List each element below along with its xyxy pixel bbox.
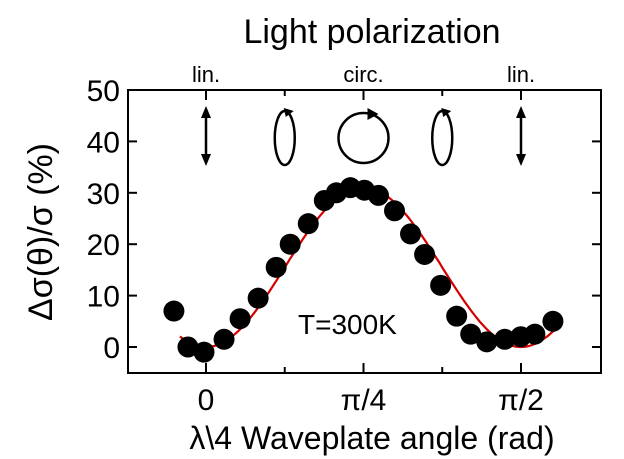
data-point <box>430 274 452 296</box>
circular-polarization-icon <box>337 108 390 165</box>
data-point <box>524 323 546 345</box>
y-tick-label: 20 <box>87 229 120 262</box>
data-point <box>367 184 389 206</box>
x-tick-label: π/4 <box>341 384 387 417</box>
x-axis: 0 π/4 π/2 <box>198 90 544 417</box>
y-axis: 0 10 20 30 40 50 <box>87 75 601 365</box>
data-point <box>476 331 498 353</box>
linear-polarization-arrow-icon <box>516 106 526 166</box>
polarization-label: circ. <box>343 62 383 87</box>
x-tick-label: 0 <box>198 384 215 417</box>
y-tick-label: 10 <box>87 281 120 314</box>
data-point <box>542 310 564 332</box>
elliptical-polarization-icon <box>431 108 454 167</box>
linear-polarization-arrow-icon <box>201 106 211 166</box>
data-point <box>247 287 269 309</box>
y-axis-label: Δσ(θ)/σ (%) <box>22 143 60 321</box>
data-point <box>193 341 215 363</box>
data-points <box>163 177 564 363</box>
data-point <box>177 336 199 358</box>
x-axis-label: λ\4 Waveplate angle (rad) <box>189 420 554 456</box>
polarization-indicators: lin. circ. lin. <box>192 62 535 167</box>
elliptical-polarization-icon <box>273 108 296 167</box>
data-point <box>494 328 516 350</box>
chart-title: Light polarization <box>243 13 500 51</box>
data-point <box>384 200 406 222</box>
data-point <box>297 213 319 235</box>
y-tick-label: 30 <box>87 178 120 211</box>
y-tick-label: 40 <box>87 126 120 159</box>
data-point <box>265 256 287 278</box>
data-point <box>400 223 422 245</box>
temperature-annotation: T=300K <box>298 309 397 340</box>
data-point <box>446 305 468 327</box>
x-tick-label: π/2 <box>498 384 544 417</box>
data-point <box>460 323 482 345</box>
data-point <box>279 233 301 255</box>
data-point <box>213 328 235 350</box>
data-point <box>229 308 251 330</box>
y-tick-label: 50 <box>87 75 120 108</box>
data-point <box>414 243 436 265</box>
data-point <box>163 300 185 322</box>
y-tick-label: 0 <box>103 332 120 365</box>
polarization-label: lin. <box>507 62 535 87</box>
polarization-label: lin. <box>192 62 220 87</box>
